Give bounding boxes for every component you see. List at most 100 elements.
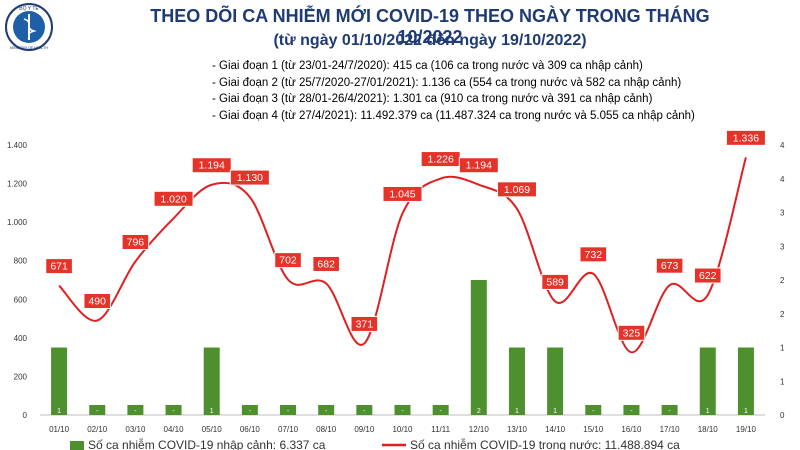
line-data-label-box bbox=[229, 169, 270, 186]
x-tick-label: 11/11 bbox=[431, 425, 450, 434]
y-left-tick-label: 1.400 bbox=[7, 141, 28, 150]
line-data-label-box bbox=[458, 157, 499, 174]
bar-data-label: 2 bbox=[477, 408, 481, 415]
import-bar bbox=[432, 405, 449, 415]
bar-data-label: 1 bbox=[553, 408, 557, 415]
x-tick-label: 15/10 bbox=[583, 425, 604, 434]
import-bar bbox=[51, 347, 68, 415]
y-left-tick-label: 800 bbox=[14, 257, 28, 266]
line-data-label: 1.020 bbox=[160, 193, 186, 205]
import-bar bbox=[623, 405, 640, 415]
line-data-label: 1.045 bbox=[389, 188, 415, 200]
import-bar bbox=[318, 405, 335, 415]
legend-import-label: Số ca nhiễm COVID-19 nhập cảnh: 6.337 ca bbox=[88, 437, 326, 450]
bar-data-label: - bbox=[134, 408, 137, 415]
line-data-label-box bbox=[312, 255, 340, 272]
x-tick-label: 09/10 bbox=[354, 425, 375, 434]
x-tick-label: 13/10 bbox=[507, 425, 528, 434]
x-tick-label: 03/10 bbox=[125, 425, 146, 434]
bar-data-label: - bbox=[325, 408, 328, 415]
line-data-label-box bbox=[725, 129, 766, 146]
bar-data-label: - bbox=[287, 408, 290, 415]
line-data-label: 1.069 bbox=[504, 184, 530, 196]
line-data-label: 589 bbox=[546, 276, 564, 288]
x-tick-label: 02/10 bbox=[87, 425, 108, 434]
line-data-label-box bbox=[350, 315, 379, 332]
line-data-label: 702 bbox=[279, 255, 297, 267]
x-tick-label: 14/10 bbox=[545, 425, 566, 434]
line-data-label: 1.194 bbox=[466, 160, 492, 172]
import-bar bbox=[585, 405, 602, 415]
note-line: - Giai đoạn 2 (từ 25/7/2020-27/01/2021):… bbox=[212, 76, 682, 89]
import-bar bbox=[127, 405, 144, 415]
line-data-label-box bbox=[693, 267, 722, 284]
line-data-label-box bbox=[153, 190, 194, 207]
line-data-label-box bbox=[382, 185, 423, 202]
bar-data-label: - bbox=[401, 408, 404, 415]
bar-data-label: 1 bbox=[744, 408, 748, 415]
y-left-tick-label: 0 bbox=[23, 411, 28, 420]
bar-data-label: 1 bbox=[57, 408, 61, 415]
line-data-label-box bbox=[83, 293, 112, 309]
y-right-tick-label: 1 bbox=[780, 344, 785, 353]
line-data-label: 1.194 bbox=[199, 160, 225, 172]
line-data-label-box bbox=[191, 157, 232, 174]
y-right-tick-label: 3 bbox=[780, 242, 785, 251]
line-data-label: 325 bbox=[623, 327, 641, 339]
note-line: - Giai đoạn 3 (từ 28/01-26/4/2021): 1.30… bbox=[212, 93, 653, 105]
x-tick-label: 12/10 bbox=[469, 425, 490, 434]
x-tick-label: 07/10 bbox=[278, 425, 299, 434]
y-right-tick-label: 2 bbox=[780, 310, 785, 319]
line-data-label-box bbox=[617, 324, 646, 341]
line-data-label-box bbox=[496, 181, 537, 198]
y-right-tick-label: 2 bbox=[780, 276, 785, 285]
x-tick-label: 04/10 bbox=[164, 425, 185, 434]
line-data-label: 622 bbox=[699, 270, 717, 282]
x-tick-label: 01/10 bbox=[49, 425, 70, 434]
x-tick-label: 10/10 bbox=[392, 425, 413, 434]
note-line: - Giai đoạn 4 (từ 27/4/2021): 11.492.379… bbox=[212, 109, 695, 122]
note-line: - Giai đoạn 1 (từ 23/01-24/7/2020): 415 … bbox=[212, 60, 643, 72]
bar-data-label: 1 bbox=[210, 408, 214, 415]
import-bar bbox=[241, 405, 258, 415]
chart-title: THEO DÕI CA NHIỄM MỚI COVID-19 THEO NGÀY… bbox=[150, 6, 710, 47]
x-tick-label: 19/10 bbox=[736, 425, 757, 434]
x-tick-label: 08/10 bbox=[316, 425, 337, 434]
import-bar bbox=[470, 280, 487, 415]
import-bar bbox=[165, 405, 182, 415]
bar-data-label: - bbox=[249, 408, 252, 415]
y-right-tick-label: 4 bbox=[780, 175, 785, 184]
line-data-label-box bbox=[541, 273, 569, 290]
line-data-label: 732 bbox=[585, 249, 603, 261]
bar-data-label: - bbox=[630, 408, 633, 415]
ministry-of-health-logo: BỘ Y TẾ MINISTRY OF HEALTH bbox=[5, 3, 53, 51]
line-data-label: 682 bbox=[317, 258, 335, 270]
y-left-tick-label: 1.000 bbox=[7, 218, 28, 227]
legend-import-swatch bbox=[70, 441, 84, 450]
y-left-tick-label: 200 bbox=[14, 372, 28, 381]
import-bar bbox=[356, 405, 373, 415]
y-right-tick-label: 3 bbox=[780, 209, 785, 218]
bar-data-label: - bbox=[668, 408, 671, 415]
line-data-label: 796 bbox=[127, 236, 145, 248]
import-bar bbox=[203, 347, 220, 415]
line-data-label: 371 bbox=[356, 318, 374, 330]
x-tick-label: 05/10 bbox=[202, 425, 223, 434]
logo-top-text: BỘ Y TẾ bbox=[19, 5, 39, 12]
import-bar bbox=[661, 405, 678, 415]
bar-data-label: - bbox=[592, 408, 595, 415]
line-data-label: 673 bbox=[661, 260, 679, 272]
y-left-tick-label: 400 bbox=[14, 334, 28, 343]
chart-subtitle: (từ ngày 01/10/2022 đến ngày 19/10/2022) bbox=[273, 32, 587, 49]
bar-data-label: - bbox=[363, 408, 366, 415]
y-left-tick-label: 1.200 bbox=[7, 180, 28, 189]
x-tick-label: 16/10 bbox=[621, 425, 642, 434]
notes-list: - Giai đoạn 1 (từ 23/01-24/7/2020): 415 … bbox=[212, 58, 695, 124]
bar-data-label: 1 bbox=[706, 408, 710, 415]
import-bar bbox=[699, 347, 716, 415]
y-right-tick-label: 4 bbox=[780, 141, 785, 150]
line-data-label-box bbox=[45, 258, 73, 275]
import-bar bbox=[394, 405, 411, 415]
line-data-label: 1.226 bbox=[428, 154, 454, 166]
